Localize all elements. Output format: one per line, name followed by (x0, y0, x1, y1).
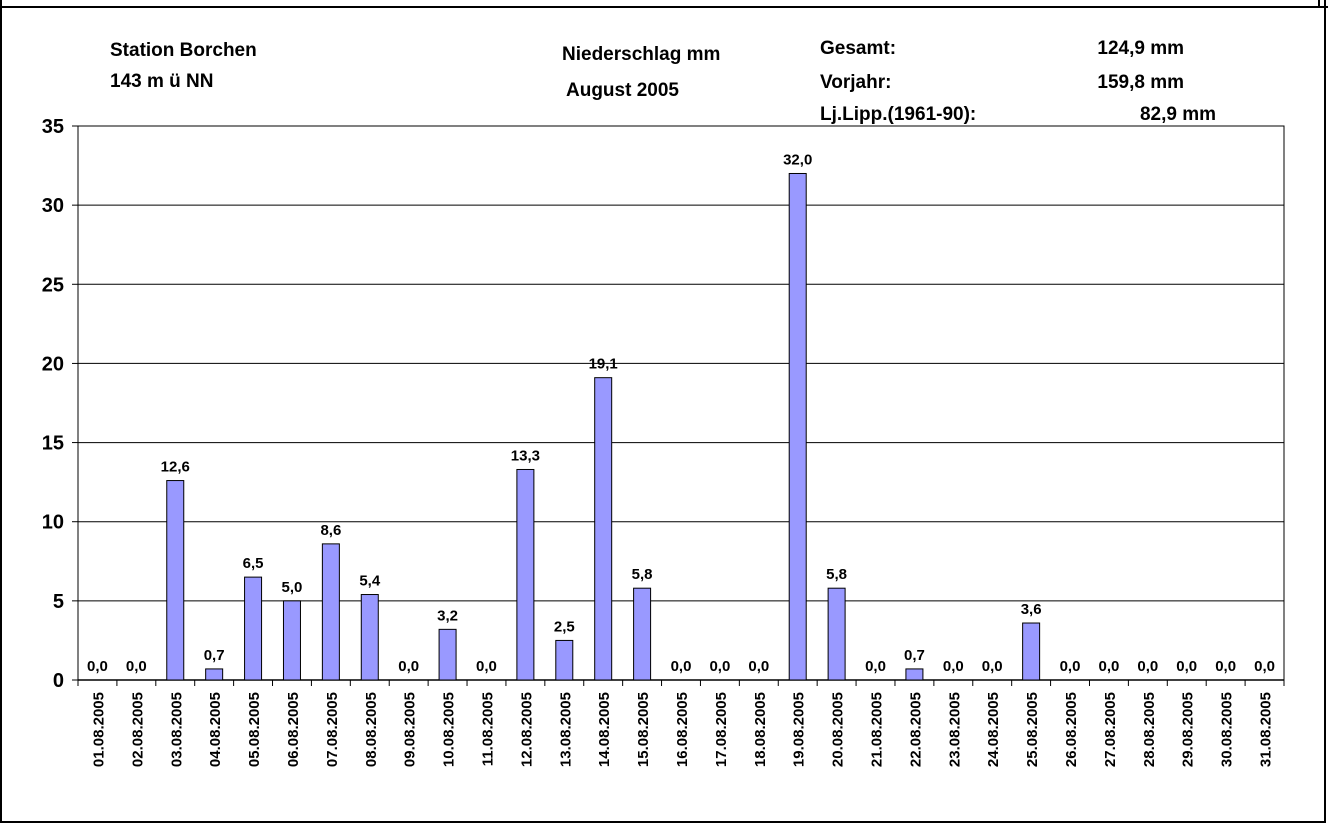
y-tick-label: 10 (42, 512, 64, 534)
bar (516, 468, 535, 681)
bar (1022, 622, 1041, 681)
chart-subtitle: August 2005 (566, 80, 679, 101)
bar (282, 600, 301, 681)
y-tick-label: 35 (42, 116, 64, 138)
data-label: 32,0 (783, 151, 812, 168)
x-tick-label: 01.08.2005 (90, 692, 107, 767)
x-tick-label: 07.08.2005 (324, 692, 341, 767)
x-tick-label: 18.08.2005 (752, 692, 769, 767)
data-label: 19,1 (589, 356, 618, 373)
data-label: 0,0 (671, 658, 692, 675)
data-label: 12,6 (161, 459, 190, 476)
stat-value-longterm: 82,9 mm (1139, 104, 1216, 125)
data-label: 0,0 (87, 658, 108, 675)
bar (166, 480, 185, 681)
x-tick-label: 02.08.2005 (129, 692, 146, 767)
x-tick-label: 26.08.2005 (1063, 692, 1080, 767)
stat-value-total: 124,9 mm (1097, 38, 1184, 59)
data-label: 0,0 (126, 658, 147, 675)
x-tick-label: 28.08.2005 (1141, 692, 1158, 767)
y-tick-label: 20 (42, 353, 64, 375)
x-tick-label: 22.08.2005 (907, 692, 924, 767)
x-tick-label: 25.08.2005 (1024, 692, 1041, 767)
frame-top-stub (1318, 0, 1320, 8)
data-label: 0,0 (1099, 658, 1120, 675)
chart-title: Niederschlag mm (562, 44, 721, 65)
stat-label-total: Gesamt: (820, 38, 897, 59)
x-tick-label: 05.08.2005 (246, 692, 263, 767)
data-label: 8,6 (320, 522, 341, 539)
x-tick-label: 11.08.2005 (479, 692, 496, 766)
x-tick-label: 15.08.2005 (635, 692, 652, 767)
stat-value-previous-year: 159,8 mm (1097, 72, 1184, 93)
bar (594, 377, 613, 681)
x-tick-label: 21.08.2005 (869, 692, 886, 767)
data-label: 0,0 (1176, 658, 1197, 675)
data-label: 0,0 (1215, 658, 1236, 675)
y-tick-label: 0 (53, 670, 64, 692)
x-tick-label: 09.08.2005 (402, 692, 419, 767)
station-elevation: 143 m ü NN (110, 71, 214, 92)
bar (633, 587, 652, 681)
bar (321, 543, 340, 681)
data-label: 5,8 (826, 566, 847, 583)
x-tick-label: 20.08.2005 (830, 692, 847, 767)
x-tick-label: 24.08.2005 (985, 692, 1002, 767)
x-tick-label: 08.08.2005 (363, 692, 380, 767)
x-tick-label: 31.08.2005 (1258, 692, 1275, 767)
x-tick-label: 06.08.2005 (285, 692, 302, 767)
bar (205, 668, 224, 681)
data-label: 0,0 (1060, 658, 1081, 675)
frame-top-edge (0, 6, 1328, 8)
data-label: 0,0 (865, 658, 886, 675)
data-label: 13,3 (511, 447, 540, 464)
data-label: 5,8 (632, 566, 653, 583)
y-tick-label: 25 (42, 274, 64, 296)
y-tick-label: 15 (42, 433, 64, 455)
data-label: 5,0 (282, 579, 303, 596)
data-label: 5,4 (359, 573, 381, 590)
data-label: 0,0 (398, 658, 419, 675)
stat-label-longterm: Lj.Lipp.(1961-90): (820, 104, 977, 125)
data-label: 0,0 (1254, 658, 1275, 675)
data-label: 3,6 (1021, 601, 1042, 618)
data-label: 0,7 (904, 647, 925, 664)
stat-label-previous-year: Vorjahr: (820, 72, 892, 93)
bar (827, 587, 846, 681)
x-tick-label: 16.08.2005 (674, 692, 691, 767)
bar (905, 668, 924, 681)
x-tick-label: 23.08.2005 (946, 692, 963, 767)
x-tick-label: 30.08.2005 (1219, 692, 1236, 767)
x-tick-label: 14.08.2005 (596, 692, 613, 767)
data-label: 0,0 (476, 658, 497, 675)
data-label: 0,0 (982, 658, 1003, 675)
data-label: 3,2 (437, 607, 458, 624)
data-label: 0,0 (1137, 658, 1158, 675)
x-tick-label: 12.08.2005 (518, 692, 535, 767)
data-label: 6,5 (243, 555, 264, 572)
bar (438, 628, 457, 681)
x-tick-label: 29.08.2005 (1180, 692, 1197, 767)
bar (244, 576, 263, 681)
data-label: 2,5 (554, 618, 575, 635)
data-label: 0,0 (748, 658, 769, 675)
x-tick-label: 13.08.2005 (557, 692, 574, 767)
data-label: 0,0 (943, 658, 964, 675)
x-tick-label: 10.08.2005 (441, 692, 458, 767)
station-name: Station Borchen (110, 40, 257, 61)
bar (555, 639, 574, 681)
bar (788, 172, 807, 681)
x-tick-label: 04.08.2005 (207, 692, 224, 767)
data-label: 0,7 (204, 647, 225, 664)
data-label: 0,0 (709, 658, 730, 675)
bar (360, 594, 379, 681)
x-tick-label: 19.08.2005 (791, 692, 808, 767)
y-tick-label: 5 (53, 591, 64, 613)
x-tick-label: 03.08.2005 (168, 692, 185, 767)
x-tick-label: 17.08.2005 (713, 692, 730, 767)
x-tick-label: 27.08.2005 (1102, 692, 1119, 767)
y-tick-label: 30 (42, 195, 64, 217)
